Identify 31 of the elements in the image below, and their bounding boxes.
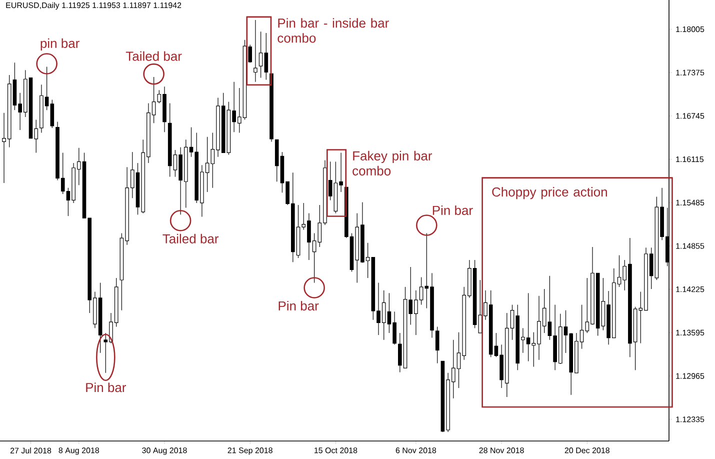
x-tick-label: 6 Nov 2018 — [396, 448, 436, 454]
candlestick — [248, 44, 252, 63]
annotation: Tailed bar — [126, 51, 182, 61]
annotation: Pin bar — [432, 205, 473, 216]
annotation: Pin bar - inside bar combo — [278, 18, 389, 43]
candlestick — [435, 326, 440, 364]
y-tick-label: 1.14855 — [676, 243, 704, 249]
x-tick-label: 8 Aug 2018 — [58, 448, 100, 455]
x-tick-label: 15 Oct 2018 — [314, 448, 358, 454]
y-tick-label: 1.17375 — [676, 70, 704, 76]
y-tick-label: 1.12335 — [676, 416, 704, 422]
y-tick-label: 1.16745 — [676, 113, 704, 119]
annotation: Pin bar — [278, 300, 319, 311]
annotation: Fakey pin bar combo — [352, 150, 432, 176]
x-tick-label: 27 Jul 2018 — [10, 448, 52, 454]
y-tick-label: 1.16115 — [676, 156, 704, 162]
x-tick-label: 28 Nov 2018 — [479, 448, 524, 454]
x-tick-label: 20 Dec 2018 — [564, 448, 610, 454]
annotation: Choppy price action — [492, 187, 607, 200]
candlestick — [254, 20, 258, 82]
x-tick-label: 21 Sep 2018 — [228, 448, 272, 455]
annotation: Tailed bar — [162, 234, 219, 244]
y-tick-label: 1.14225 — [676, 286, 704, 292]
y-tick-label: 1.18005 — [676, 26, 704, 32]
y-tick-label: 1.13595 — [676, 330, 704, 336]
annotation: pin bar — [40, 38, 80, 51]
y-tick-label: 1.15485 — [676, 200, 704, 206]
x-tick-label: 30 Aug 2018 — [142, 448, 187, 455]
y-tick-label: 1.12965 — [676, 373, 704, 379]
chart-title: EURUSD,Daily 1.11925 1.11953 1.11897 1.11942 — [6, 2, 182, 10]
annotation: Pin bar — [86, 382, 126, 392]
